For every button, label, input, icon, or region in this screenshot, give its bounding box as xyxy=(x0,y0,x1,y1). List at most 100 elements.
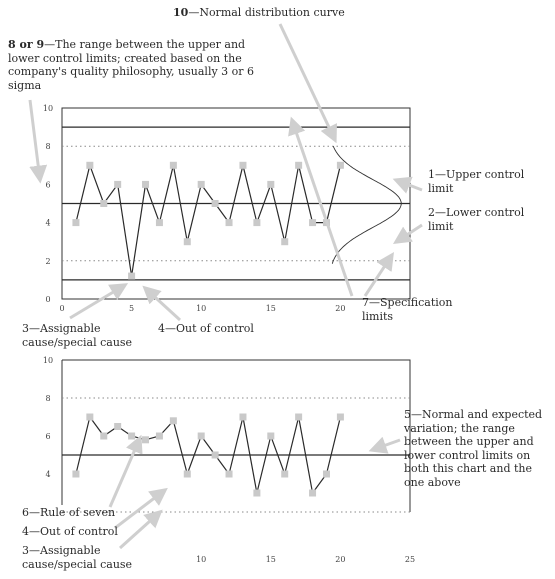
label-text: Rule of seven xyxy=(40,506,116,519)
y-tick-label: 6 xyxy=(45,180,50,189)
data-point xyxy=(183,470,191,478)
label-normal-distribution-curve: 10—Normal distribution curve xyxy=(173,6,345,19)
label-text: Assignable cause/special cause xyxy=(22,322,133,349)
label-text: Upper control limit xyxy=(428,168,525,195)
x-tick-label: 5 xyxy=(129,304,134,313)
data-point xyxy=(72,470,80,478)
data-point xyxy=(336,161,344,169)
label-rule-of-seven: 6—Rule of seven xyxy=(22,506,116,519)
data-point xyxy=(211,451,219,459)
y-tick-label: 10 xyxy=(43,356,53,365)
data-point xyxy=(281,238,289,246)
x-tick-label: 20 xyxy=(335,555,345,564)
arrow-ucl xyxy=(392,176,423,194)
data-point xyxy=(239,413,247,421)
data-point xyxy=(114,180,122,188)
arrow-assignable-bottom xyxy=(118,509,163,550)
data-point xyxy=(86,161,94,169)
chart-top: 0 5 10 15 20 0 2 4 6 8 10 xyxy=(43,104,411,313)
label-range-between-limits: 8 or 9—The range between the upper and l… xyxy=(8,38,255,92)
data-point xyxy=(114,423,122,430)
arrow-seven xyxy=(108,434,143,508)
x-tick-label: 0 xyxy=(59,304,64,313)
label-text: Out of control xyxy=(176,322,254,335)
label-number: 4 xyxy=(158,322,165,335)
arrow-normal-curve xyxy=(278,23,337,144)
data-point xyxy=(281,470,289,478)
data-point xyxy=(183,238,191,246)
data-point xyxy=(72,219,80,227)
label-number: 6 xyxy=(22,506,29,519)
data-point xyxy=(128,432,136,440)
label-text: Normal distribution curve xyxy=(199,6,345,19)
data-point xyxy=(225,219,233,227)
y-tick-label: 0 xyxy=(45,295,50,304)
label-text: Out of control xyxy=(40,525,118,538)
label-assignable-cause-top: 3—Assignable cause/special cause xyxy=(22,322,133,349)
arrow-assignable-top xyxy=(69,283,129,320)
data-point xyxy=(253,489,261,497)
label-number: 1 xyxy=(428,168,435,181)
label-text: Assignable cause/special cause xyxy=(22,544,133,571)
chart-bottom-frame xyxy=(61,359,411,512)
data-point xyxy=(309,219,317,227)
label-normal-variation: 5—Normal and expected variation; the ran… xyxy=(404,408,543,489)
data-point xyxy=(128,272,136,280)
data-point xyxy=(322,470,330,478)
data-point xyxy=(309,489,317,497)
data-point xyxy=(169,417,177,425)
data-point xyxy=(197,432,205,440)
arrow-spec-1 xyxy=(288,116,354,297)
data-point xyxy=(225,470,233,478)
arrow-spec-2 xyxy=(363,251,394,297)
chart-top-series-line xyxy=(75,163,341,277)
annotation-arrows xyxy=(28,23,423,550)
label-number: 2 xyxy=(428,206,435,219)
chart-bottom-points xyxy=(72,413,344,497)
label-number: 8 or 9 xyxy=(8,38,45,51)
arrow-lcl xyxy=(392,223,423,244)
label-number: 4 xyxy=(22,525,29,538)
normal-distribution-curve xyxy=(331,146,402,264)
label-out-of-control-top: 4—Out of control xyxy=(158,322,254,335)
data-point xyxy=(100,432,108,440)
x-tick-label: 20 xyxy=(335,304,345,313)
data-point xyxy=(239,161,247,169)
chart-bottom-ticks: 10 15 20 25 4 6 8 10 xyxy=(43,356,415,564)
data-point xyxy=(155,219,163,227)
x-tick-label: 15 xyxy=(266,555,276,564)
arrow-range xyxy=(28,99,48,184)
arrow-ooc-bottom xyxy=(114,487,168,530)
label-number: 10 xyxy=(173,6,189,19)
label-number: 3 xyxy=(22,322,29,335)
chart-top-points xyxy=(72,161,344,280)
y-tick-label: 8 xyxy=(45,142,50,151)
data-point xyxy=(295,413,303,421)
data-point xyxy=(142,180,150,188)
y-tick-label: 10 xyxy=(43,104,53,113)
arrow-normal-variation xyxy=(368,436,401,454)
data-point xyxy=(169,161,177,169)
data-point xyxy=(86,413,94,421)
data-point xyxy=(197,180,205,188)
data-point xyxy=(336,413,344,421)
data-point xyxy=(253,219,261,227)
label-text: Normal and expected variation; the range… xyxy=(404,408,543,489)
data-point xyxy=(267,180,275,188)
y-tick-label: 4 xyxy=(45,219,50,228)
x-tick-label: 15 xyxy=(266,304,276,313)
y-tick-label: 4 xyxy=(45,470,50,479)
x-tick-label: 10 xyxy=(196,555,206,564)
x-tick-label: 10 xyxy=(196,304,206,313)
label-text: Lower control limit xyxy=(428,206,525,233)
y-tick-label: 6 xyxy=(45,432,50,441)
x-tick-label: 25 xyxy=(405,555,415,564)
chart-top-ticks: 0 5 10 15 20 0 2 4 6 8 10 xyxy=(43,104,346,313)
label-specification-limits: 7—Specification limits xyxy=(362,296,453,323)
label-out-of-control-bottom: 4—Out of control xyxy=(22,525,118,538)
arrow-ooc-top xyxy=(142,285,182,322)
label-text: Specification limits xyxy=(362,296,453,323)
data-point xyxy=(100,200,108,207)
label-assignable-cause-bottom: 3—Assignable cause/special cause xyxy=(22,544,133,571)
